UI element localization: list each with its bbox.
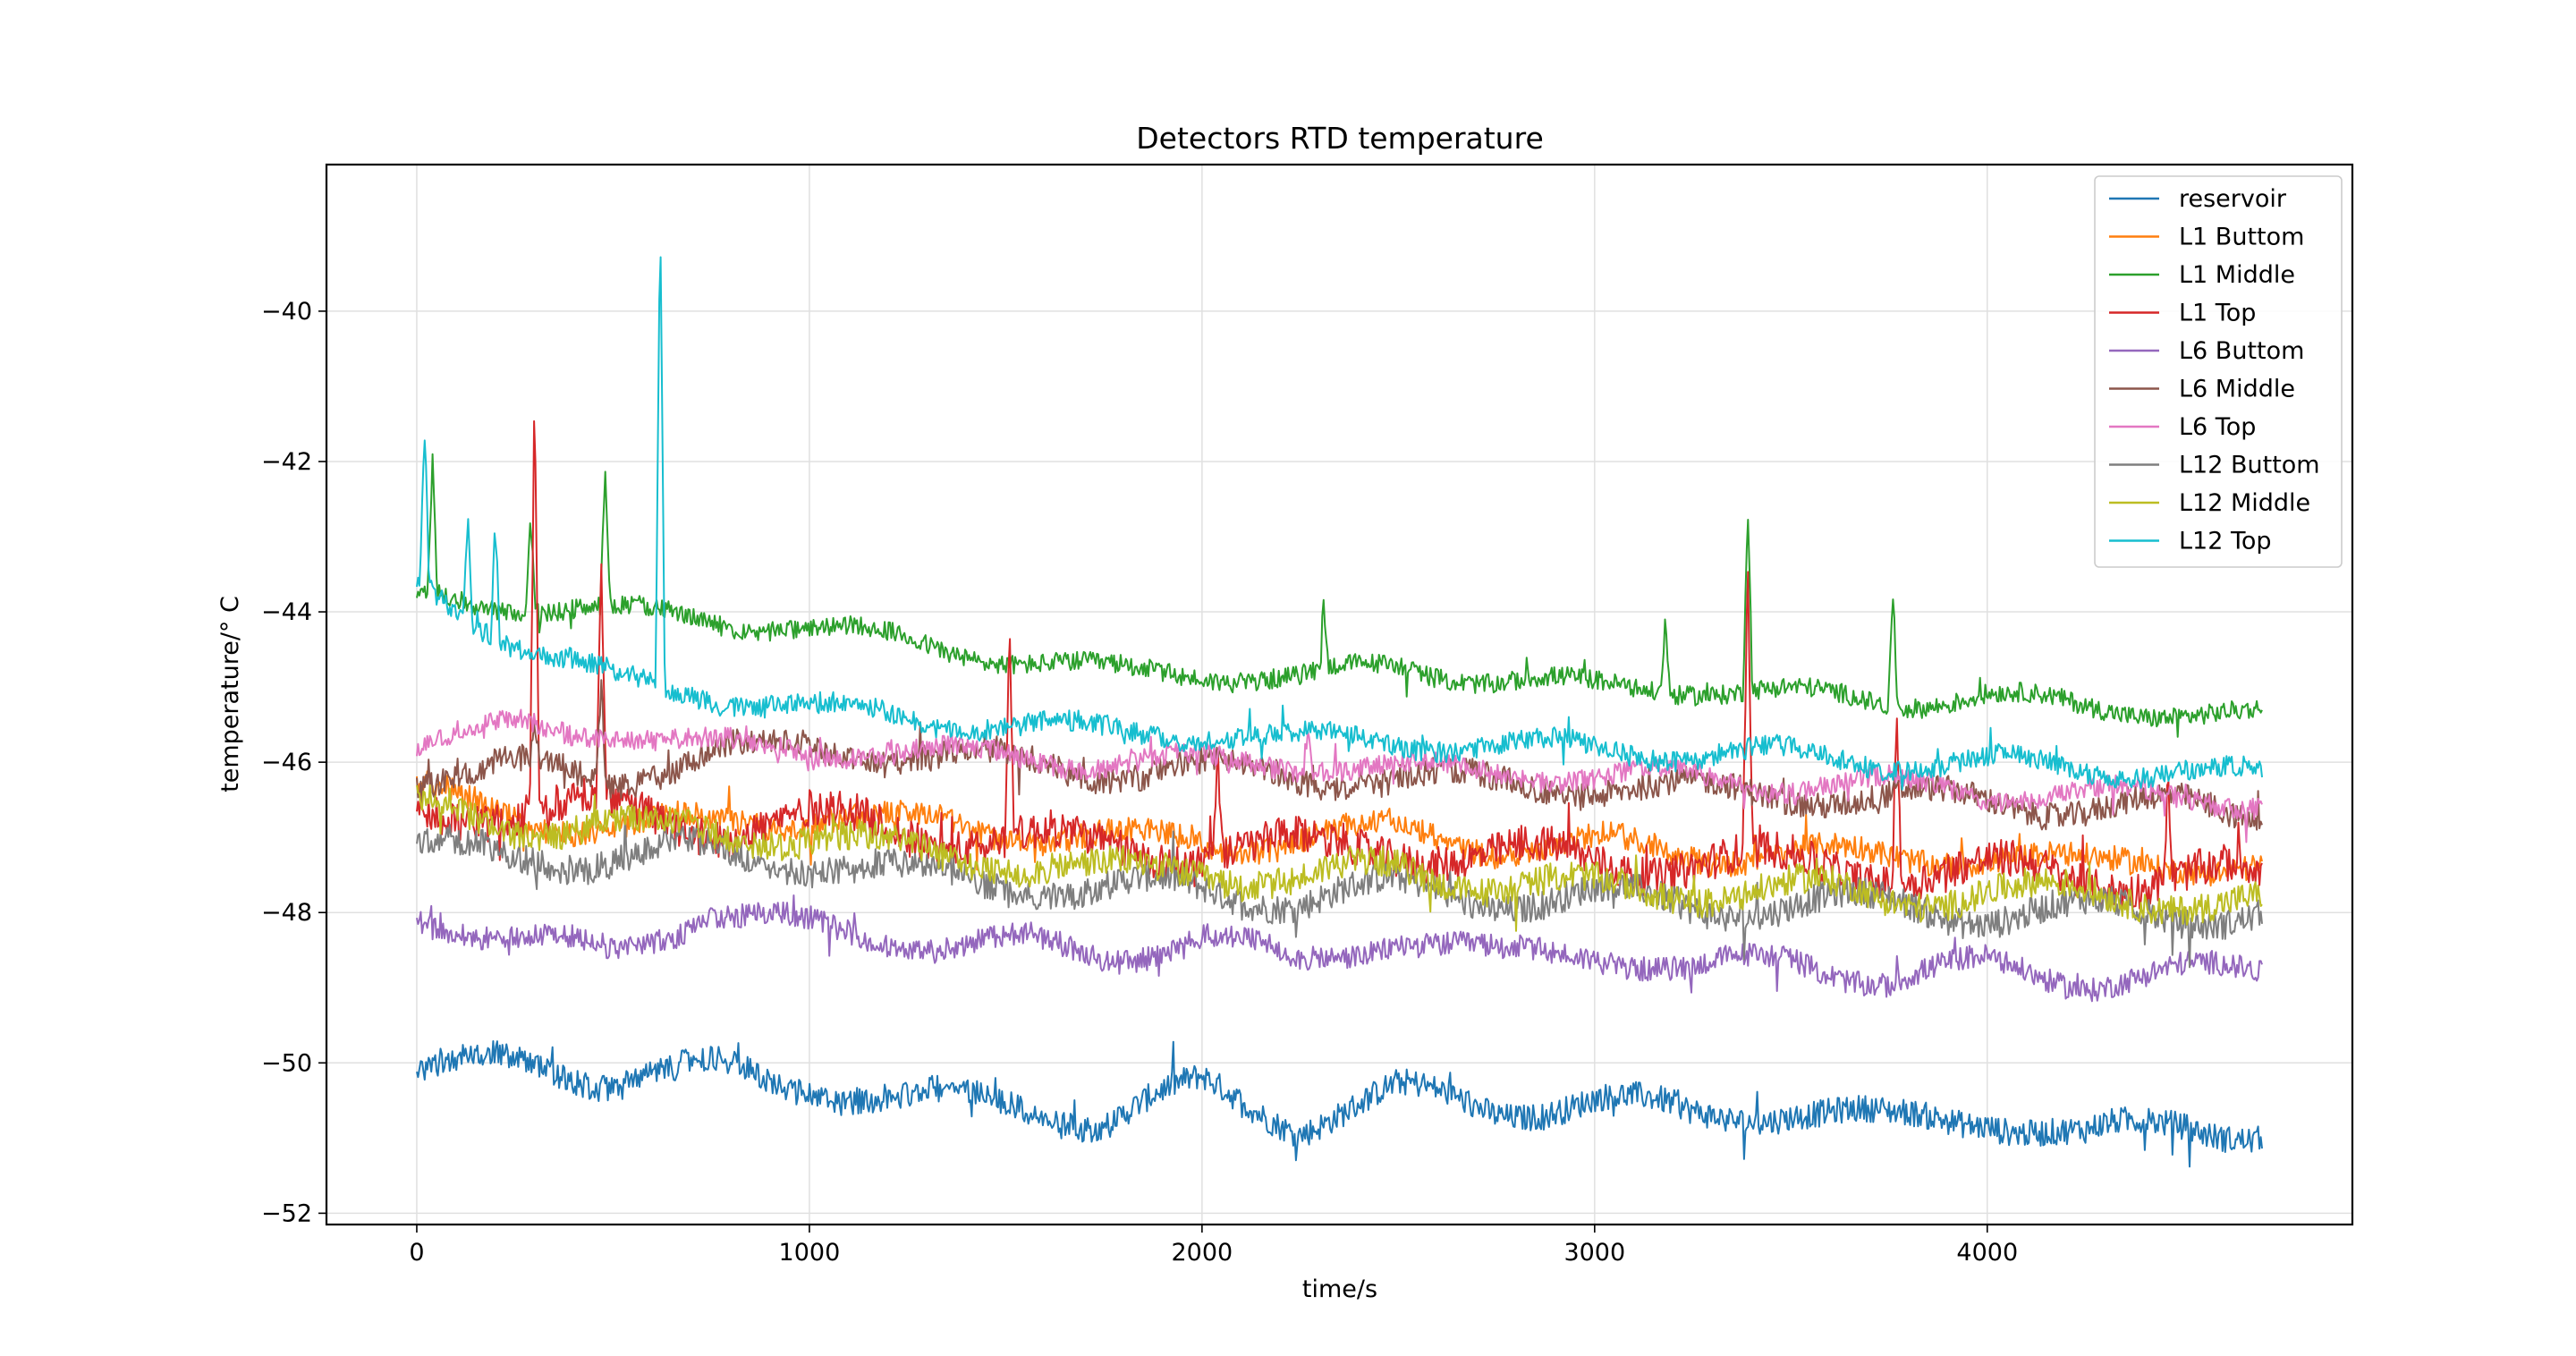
plot-series [416,256,2263,1168]
legend-label: L12 Middle [2179,489,2310,517]
legend-label: L1 Middle [2179,261,2295,289]
x-tick-label: 2000 [1172,1239,1233,1267]
legend-label: L12 Top [2179,528,2272,555]
legend-label: L6 Top [2179,413,2256,441]
x-tick-label: 1000 [779,1239,841,1267]
plot-frame [325,163,2354,1226]
legend-label: L1 Top [2179,300,2256,327]
legend-label: L1 Buttom [2179,224,2304,251]
y-tick-label: −44 [261,598,312,626]
grid-lines [326,165,2352,1225]
series-line-reservoir [416,1040,2263,1168]
y-tick-label: −46 [261,749,312,776]
legend: reservoir L1 Buttom L1 Middle L1 Top L6 Butt… [2094,175,2343,568]
series-line-l12-top [416,256,2263,791]
series-line-l6-top [416,708,2263,843]
series-line-l12-buttom [416,813,2263,969]
x-tick-label: 0 [409,1239,424,1267]
legend-label: L12 Buttom [2179,452,2320,479]
x-tick-label: 3000 [1563,1239,1625,1267]
y-axis-ticks: −52 −50 −48 −46 −44 −42 −40 [261,298,326,1227]
series-line-l6-middle [416,679,2263,832]
legend-label: reservoir [2179,185,2287,213]
series-line-l1-middle [416,453,2263,738]
legend-label: L6 Buttom [2179,337,2304,365]
chart-title: Detectors RTD temperature [1136,121,1544,156]
x-axis-label: time/s [1302,1275,1377,1303]
y-tick-label: −48 [261,899,312,927]
series-line-l6-buttom [416,894,2263,1003]
y-tick-label: −52 [261,1199,312,1227]
y-axis-label: temperature/° C [216,596,244,792]
series-line-l12-middle [416,784,2263,932]
legend-label: L6 Middle [2179,376,2295,403]
y-tick-label: −50 [261,1049,312,1077]
y-tick-label: −42 [261,448,312,476]
x-axis-ticks: 0 1000 2000 3000 4000 [409,1225,2018,1267]
y-tick-label: −40 [261,298,312,326]
x-tick-label: 4000 [1956,1239,2018,1267]
series-line-l1-top [416,420,2263,911]
